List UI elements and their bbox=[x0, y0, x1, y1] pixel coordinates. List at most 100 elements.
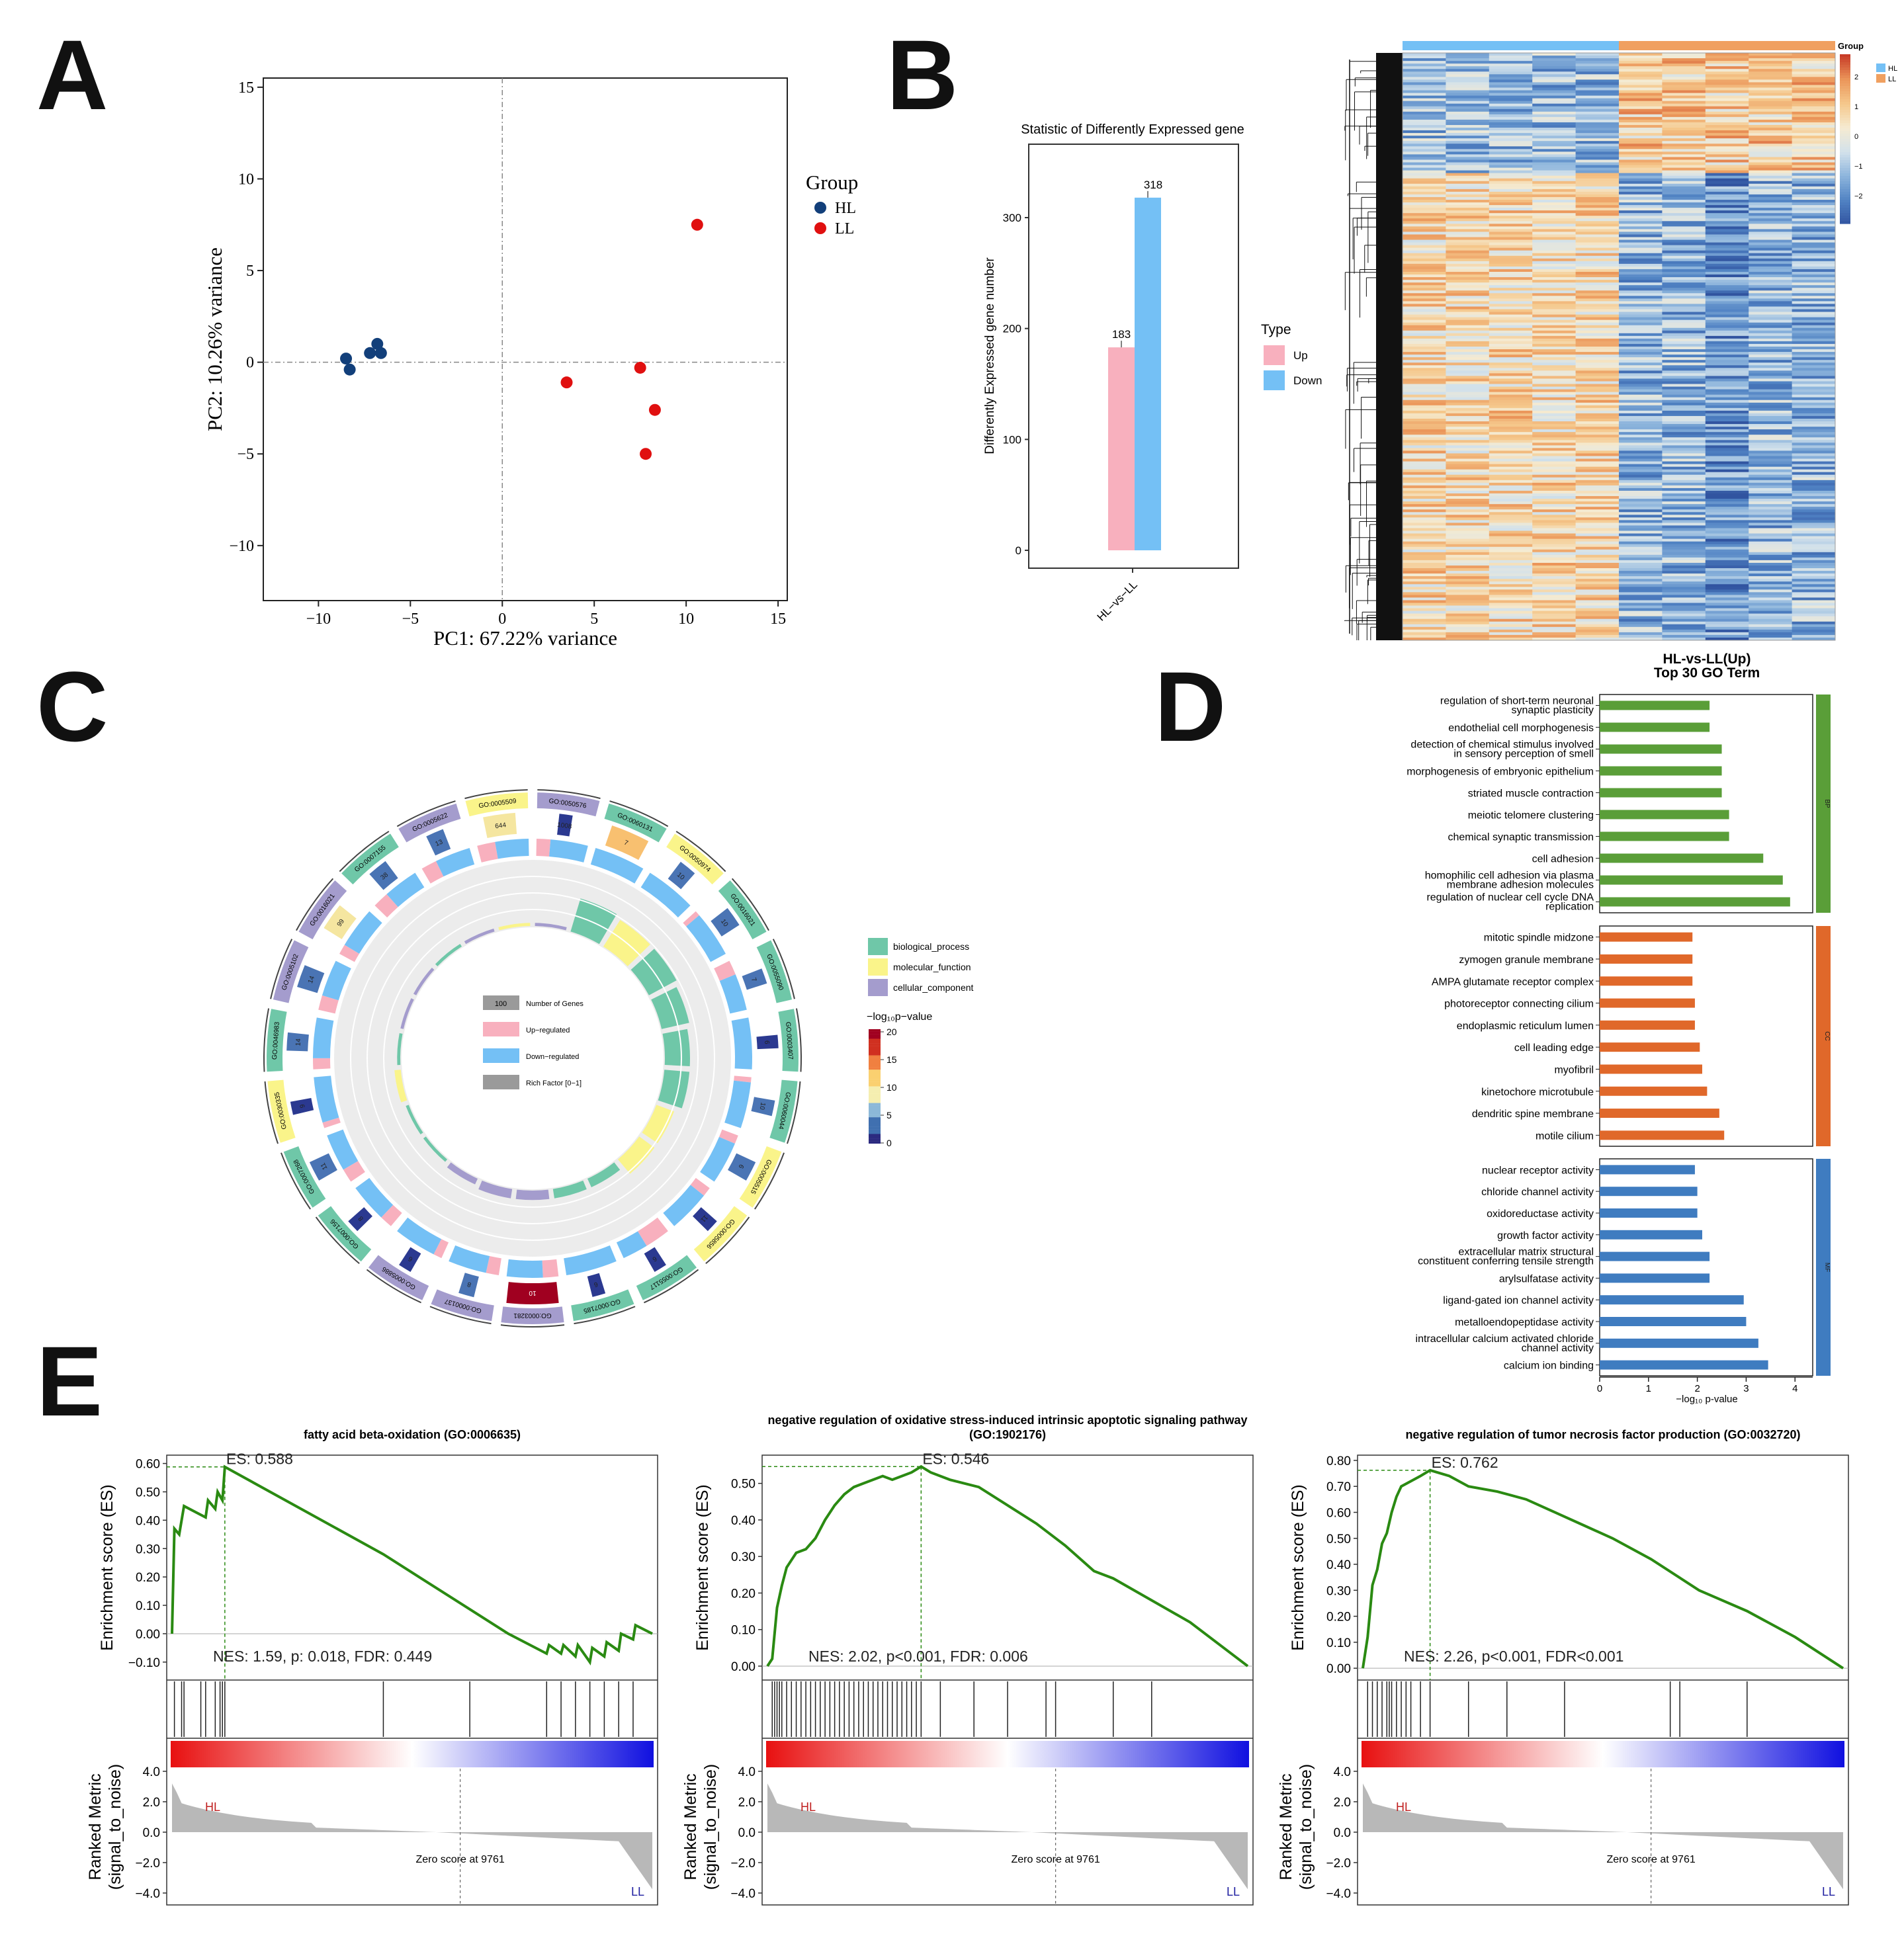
heatmap-cell bbox=[1532, 85, 1577, 88]
heatmap-cell bbox=[1662, 181, 1706, 185]
heatmap-cell bbox=[1489, 293, 1533, 296]
heatmap-cell bbox=[1792, 247, 1836, 251]
heatmap-cell bbox=[1532, 178, 1577, 182]
heatmap-cell bbox=[1662, 154, 1706, 157]
heatmap-cell bbox=[1489, 437, 1533, 441]
gsea-rank-tick-label: −4.0 bbox=[730, 1887, 756, 1901]
heatmap-cell bbox=[1403, 613, 1446, 617]
heatmap-cell bbox=[1662, 77, 1706, 80]
heatmap-cell bbox=[1792, 317, 1836, 321]
heatmap-cell bbox=[1662, 349, 1706, 353]
go-colorbar-step bbox=[869, 1079, 881, 1082]
heatmap-cell bbox=[1705, 282, 1749, 286]
heatmap-cell bbox=[1749, 157, 1793, 160]
heatmap-cell bbox=[1532, 360, 1577, 363]
heatmap-cell bbox=[1403, 136, 1446, 139]
go-term-count-box bbox=[587, 1273, 606, 1297]
heatmap-cell bbox=[1749, 504, 1793, 507]
heatmap-cell bbox=[1662, 189, 1706, 192]
go-colorbar-step bbox=[869, 1110, 881, 1113]
heatmap-cell bbox=[1662, 277, 1706, 280]
pca-point-LL bbox=[640, 448, 652, 460]
heatmap-colorbar-step bbox=[1840, 205, 1850, 208]
heatmap-cell bbox=[1662, 124, 1706, 128]
heatmap-cell bbox=[1749, 373, 1793, 376]
heatmap-cell bbox=[1619, 576, 1663, 579]
heatmap-cell bbox=[1705, 242, 1749, 246]
heatmap-cell bbox=[1792, 237, 1836, 241]
heatmap-cell bbox=[1403, 165, 1446, 169]
heatmap-cell bbox=[1489, 637, 1533, 641]
heatmap-colorbar-step bbox=[1840, 112, 1850, 116]
gsea-es-tick-label: 0.20 bbox=[1326, 1611, 1351, 1624]
heatmap-cell bbox=[1489, 271, 1533, 275]
go-colorbar-step bbox=[869, 1095, 881, 1099]
heatmap-cell bbox=[1792, 261, 1836, 265]
heatmap-cell bbox=[1749, 293, 1793, 296]
heatmap-cell bbox=[1792, 205, 1836, 208]
heatmap-colorbar-step bbox=[1840, 197, 1850, 200]
heatmap-cell bbox=[1532, 442, 1577, 446]
go-term-up-segment bbox=[381, 1204, 402, 1226]
heatmap-cell bbox=[1662, 407, 1706, 411]
heatmap-cell bbox=[1489, 389, 1533, 393]
heatmap-cell bbox=[1489, 507, 1533, 510]
go-term-count-label: 1008 bbox=[557, 822, 573, 831]
heatmap-cell bbox=[1446, 405, 1490, 409]
heatmap-cell bbox=[1705, 247, 1749, 251]
heatmap-cell bbox=[1446, 560, 1490, 564]
heatmap-cell bbox=[1575, 413, 1620, 417]
heatmap-cell bbox=[1446, 314, 1490, 318]
heatmap-cell bbox=[1532, 407, 1577, 411]
heatmap-cell bbox=[1403, 280, 1446, 283]
pca-legend-label: HL bbox=[835, 200, 856, 217]
heatmap-cell bbox=[1749, 242, 1793, 246]
heatmap-cell bbox=[1619, 226, 1663, 230]
heatmap-cell bbox=[1792, 490, 1836, 494]
heatmap-cell bbox=[1532, 392, 1577, 396]
heatmap-cell bbox=[1532, 221, 1577, 224]
heatmap-cell bbox=[1619, 116, 1663, 120]
heatmap-colorbar-step bbox=[1840, 89, 1850, 92]
heatmap-colorbar-step bbox=[1840, 86, 1850, 89]
top30-term-label: chemical synaptic transmission bbox=[1448, 832, 1594, 843]
heatmap-cell bbox=[1705, 384, 1749, 388]
heatmap-cell bbox=[1575, 394, 1620, 398]
heatmap-cell bbox=[1575, 304, 1620, 307]
heatmap-cell bbox=[1749, 136, 1793, 139]
heatmap-cell bbox=[1792, 234, 1836, 238]
heatmap-cell bbox=[1792, 242, 1836, 246]
heatmap-cell bbox=[1446, 394, 1490, 398]
heatmap-colorbar-step bbox=[1840, 57, 1850, 60]
heatmap-cell bbox=[1619, 554, 1663, 558]
heatmap-cell bbox=[1446, 90, 1490, 94]
gsea-plot-2: negative regulation of oxidative stress-… bbox=[681, 1413, 1254, 1906]
go-term-id-label: GO:0003407 bbox=[784, 1022, 794, 1060]
heatmap-cell bbox=[1489, 424, 1533, 427]
heatmap-cell bbox=[1619, 632, 1663, 636]
heatmap-cell bbox=[1749, 175, 1793, 179]
heatmap-cell bbox=[1532, 242, 1577, 246]
heatmap-cell bbox=[1532, 253, 1577, 257]
heatmap-cell bbox=[1619, 562, 1663, 566]
heatmap-cell bbox=[1575, 597, 1620, 601]
heatmap-cell bbox=[1446, 410, 1490, 414]
heatmap-cell bbox=[1489, 392, 1533, 396]
go-term-down-segment bbox=[449, 1245, 490, 1273]
heatmap-cell bbox=[1489, 584, 1533, 587]
heatmap-cell bbox=[1619, 296, 1663, 299]
heatmap-cell bbox=[1792, 95, 1836, 99]
heatmap-colorbar-step bbox=[1840, 70, 1850, 73]
heatmap-cell bbox=[1403, 626, 1446, 630]
heatmap-cell bbox=[1489, 605, 1533, 609]
heatmap-cell bbox=[1749, 122, 1793, 126]
heatmap-cell bbox=[1792, 384, 1836, 388]
heatmap-cell bbox=[1749, 587, 1793, 590]
gsea-rank-tick-label: −2.0 bbox=[135, 1857, 160, 1871]
heatmap-cell bbox=[1532, 130, 1577, 134]
top30-bar bbox=[1600, 998, 1695, 1008]
heatmap-cell bbox=[1749, 116, 1793, 120]
heatmap-cell bbox=[1792, 355, 1836, 358]
top30-bar bbox=[1600, 1064, 1702, 1074]
heatmap-cell bbox=[1749, 421, 1793, 425]
